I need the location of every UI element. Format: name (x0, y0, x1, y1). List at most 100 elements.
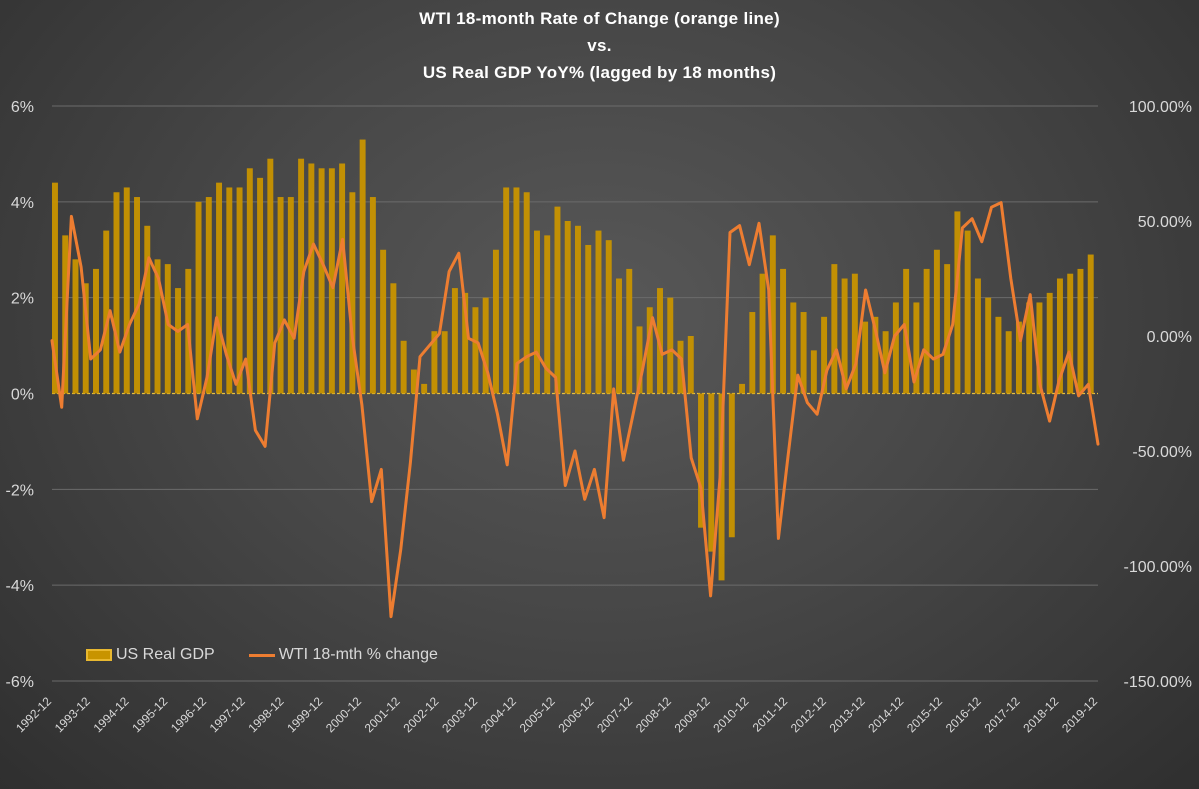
x-axis-tick-label: 1995-12 (129, 694, 170, 735)
gdp-bar (482, 297, 489, 394)
right-axis-tick-label: 50.00% (1138, 214, 1192, 231)
x-axis-tick-label: 1999-12 (284, 694, 325, 735)
x-axis-tick-label: 1996-12 (168, 694, 209, 735)
gdp-bar (82, 283, 89, 394)
gdp-bar (472, 307, 479, 394)
gdp-bar (523, 192, 530, 394)
x-axis-tick-label: 2017-12 (982, 694, 1023, 735)
gdp-bar (923, 268, 930, 394)
gdp-bar (400, 340, 407, 394)
gdp-bar (298, 158, 305, 394)
gdp-bar (421, 383, 428, 394)
gdp-bar (1036, 302, 1043, 394)
gdp-bar (226, 187, 233, 394)
gdp-bar (308, 163, 315, 394)
gdp-bar (462, 292, 469, 394)
gdp-bar (718, 393, 725, 581)
gdp-bar (503, 187, 510, 394)
legend-gdp-swatch (86, 649, 112, 661)
gdp-bar (954, 211, 961, 394)
x-axis-tick-label: 2007-12 (594, 694, 635, 735)
gdp-bar (492, 249, 499, 394)
gdp-bar (513, 187, 520, 394)
x-axis-tick-label: 2009-12 (672, 694, 713, 735)
gdp-bar (52, 182, 58, 394)
x-axis-tick-label: 2008-12 (633, 694, 674, 735)
gdp-bar (113, 192, 120, 394)
gdp-bar (605, 240, 612, 394)
gdp-bar (687, 336, 694, 394)
gdp-bar (698, 393, 705, 528)
gdp-bar (646, 307, 653, 394)
gdp-bar (318, 168, 325, 394)
x-axis-tick-label: 2016-12 (943, 694, 984, 735)
gdp-bar (708, 393, 715, 552)
gdp-bar (933, 249, 940, 394)
gdp-bar (636, 326, 643, 394)
right-axis-tick-label: -100.00% (1124, 559, 1193, 576)
gdp-bar (144, 225, 151, 394)
gdp-bar (821, 316, 828, 394)
gdp-bar (944, 264, 951, 394)
gdp-bar (677, 340, 684, 394)
gdp-bar (257, 177, 264, 394)
gdp-bar (575, 225, 581, 394)
x-axis-tick-label: 2002-12 (400, 694, 441, 735)
chart-legend: US Real GDP WTI 18-mth % change (86, 646, 438, 664)
x-axis-tick-label: 2005-12 (517, 694, 558, 735)
gdp-bar (277, 197, 284, 394)
left-axis-tick-label: 0% (11, 387, 34, 404)
gdp-bar (862, 321, 869, 394)
x-axis-tick-label: 2012-12 (788, 694, 829, 735)
x-axis-tick-label: 1993-12 (52, 694, 93, 735)
gdp-bar (780, 268, 787, 394)
gdp-bar (616, 278, 622, 394)
gdp-bar (995, 316, 1002, 394)
gdp-bar (810, 350, 817, 394)
gdp-bar (749, 312, 756, 394)
gdp-bar (667, 297, 674, 394)
x-axis-tick-label: 2010-12 (710, 694, 751, 735)
x-axis-tick-label: 2001-12 (362, 694, 403, 735)
left-axis-tick-label: 4% (11, 195, 34, 212)
chart-title-line-1: WTI 18-month Rate of Change (orange line… (419, 9, 780, 28)
gdp-bar (913, 302, 920, 394)
gdp-bar (831, 264, 838, 394)
gdp-bar (267, 158, 274, 394)
gdp-bar (533, 230, 540, 394)
gdp-bar (72, 259, 79, 394)
gdp-bar (841, 278, 848, 394)
gdp-bar (328, 168, 335, 394)
gdp-bar (882, 331, 889, 394)
gdp-bar (205, 197, 212, 394)
gdp-bar (585, 244, 592, 394)
gdp-bar (1046, 292, 1053, 394)
gdp-bar (380, 249, 387, 394)
x-axis-tick-label: 2003-12 (439, 694, 480, 735)
x-axis-tick-label: 1998-12 (246, 694, 287, 735)
gdp-bar (800, 312, 807, 394)
gdp-bar (626, 268, 633, 394)
left-axis-tick-label: -2% (6, 482, 34, 499)
gdp-bar (595, 230, 602, 394)
gdp-bar (872, 316, 879, 394)
x-axis-tick-label: 2011-12 (750, 694, 791, 735)
gdp-bar (441, 331, 448, 394)
x-axis-tick-label: 1994-12 (91, 694, 132, 735)
gdp-bar (369, 197, 376, 394)
gdp-bar (134, 197, 140, 394)
gdp-bar (236, 187, 243, 394)
gdp-bar (985, 297, 992, 394)
chart-title-line-2: vs. (587, 36, 612, 55)
gdp-bar (964, 230, 971, 394)
gdp-bar (339, 163, 346, 394)
right-axis-tick-label: -150.00% (1124, 674, 1193, 691)
x-axis-tick-label: 1997-12 (207, 694, 248, 735)
gdp-bar (1056, 278, 1063, 394)
gdp-bar (154, 259, 161, 394)
gdp-bar (892, 302, 899, 394)
gdp-bar (164, 264, 171, 394)
left-axis-tick-label: 2% (11, 291, 34, 308)
x-axis-tick-label: 2019-12 (1059, 694, 1100, 735)
left-axis-tick-label: 6% (11, 99, 34, 116)
